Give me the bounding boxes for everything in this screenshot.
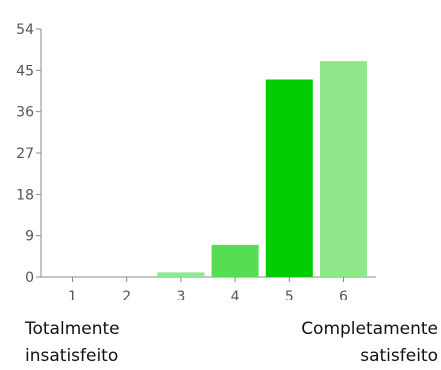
x-tick-label: 1 [68,289,77,300]
y-tick-label: 0 [25,270,34,286]
y-tick-label: 18 [16,187,34,203]
y-tick-label: 9 [25,229,34,245]
bar-5 [265,79,313,277]
caption-right-line2: satisfeito [360,346,438,366]
x-tick-label: 5 [285,289,294,300]
y-tick-label: 36 [16,105,34,121]
caption-left-line1: Totalmente [25,319,120,339]
bars [157,61,367,277]
y-tick-label: 54 [16,22,34,38]
y-axis: 0 9 18 27 36 45 54 [16,22,42,286]
bar-6 [320,61,367,277]
scale-min-caption: Totalmente insatisfeito [25,316,120,370]
caption-right-line1: Completamente [301,319,438,339]
caption-left-line2: insatisfeito [25,346,119,366]
bar-4 [211,244,259,277]
scale-max-caption: Completamente satisfeito [301,316,438,370]
x-tick-label: 2 [122,289,131,300]
x-tick-label: 6 [339,289,348,300]
x-tick-label: 4 [231,289,240,300]
bar-3 [157,272,205,277]
x-tick-label: 3 [176,289,185,300]
y-tick-label: 27 [16,146,34,162]
x-axis: 1 2 3 4 5 6 [41,276,376,300]
y-tick-label: 45 [16,63,34,79]
